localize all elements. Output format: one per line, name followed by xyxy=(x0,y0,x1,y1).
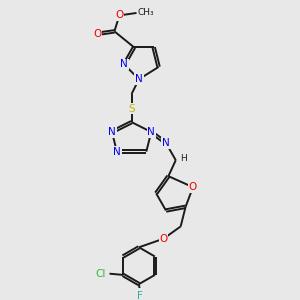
Text: N: N xyxy=(113,147,121,157)
Text: S: S xyxy=(128,104,135,114)
Text: N: N xyxy=(135,74,143,84)
Text: N: N xyxy=(147,127,155,137)
Text: F: F xyxy=(137,291,143,300)
Text: O: O xyxy=(159,234,168,244)
Text: N: N xyxy=(162,138,170,148)
Text: N: N xyxy=(120,59,128,70)
Text: N: N xyxy=(108,127,116,137)
Text: CH₃: CH₃ xyxy=(138,8,154,17)
Text: O: O xyxy=(115,11,124,20)
Text: O: O xyxy=(93,29,101,39)
Text: Cl: Cl xyxy=(95,269,106,279)
Text: O: O xyxy=(189,182,197,192)
Text: H: H xyxy=(180,154,187,164)
